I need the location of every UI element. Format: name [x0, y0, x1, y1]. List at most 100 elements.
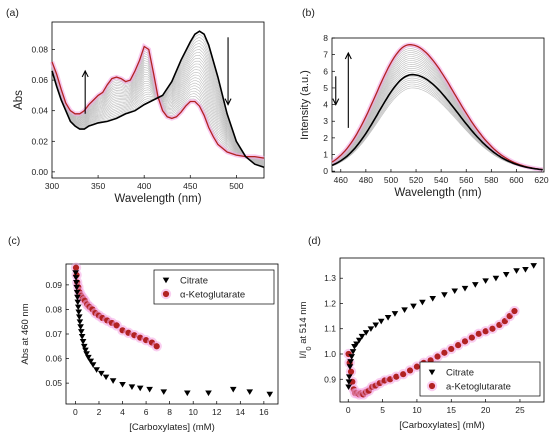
citrate-point [410, 303, 417, 310]
y-tick-label: 5 [323, 83, 328, 93]
y-tick-label: 3 [323, 116, 328, 126]
x-tick-label: 15 [447, 405, 457, 415]
x-tick-label: 400 [137, 181, 151, 191]
ketoglutarate-point [393, 373, 400, 380]
citrate-point [391, 311, 399, 317]
down-arrow-head [224, 98, 232, 106]
citrate-point [184, 390, 191, 397]
ketoglutarate-point [400, 371, 407, 378]
x-axis-label: Wavelength (nm) [114, 193, 201, 205]
x-tick-label: 5 [380, 405, 385, 415]
ketoglutarate-point [406, 367, 414, 374]
citrate-point [482, 278, 489, 284]
x-tick-label: 500 [384, 175, 398, 185]
citrate-point [74, 299, 82, 306]
citrate-point [367, 326, 375, 332]
legend-box [419, 361, 541, 397]
panel-label: (b) [302, 7, 315, 19]
citrate-point [76, 319, 84, 325]
chart-panel-b: 460 480 500 520 540 560 580 600 620 0 1 2 3 4 5 6 7 8 Wave… [299, 7, 549, 199]
x-tick-label: 16 [259, 407, 269, 417]
citrate-point [87, 358, 95, 365]
y-tick-label: 1 [323, 150, 328, 160]
citrate-point [461, 285, 469, 292]
citrate-point [77, 324, 84, 330]
citrate-point [358, 333, 366, 340]
x-tick-label: 500 [229, 181, 243, 191]
x-axis-label: [Carboxylates] (mM) [399, 420, 485, 431]
chart-panel-c: 0 2 4 6 8 10 12 14 16 0.05 0.06 0.07 0.08 0.09 [Carbox… [8, 235, 279, 433]
x-tick-label: 0 [73, 407, 78, 417]
citrate-point [349, 349, 357, 355]
ketoglutarate-point [489, 325, 496, 332]
legend-label-citrate: Citrate [446, 368, 474, 379]
citrate-point [419, 299, 426, 306]
x-tick-label: 350 [91, 181, 105, 191]
x-tick-label: 540 [434, 175, 448, 185]
citrate-point [229, 386, 237, 393]
x-tick-label: 4 [120, 407, 125, 417]
citrate-point [401, 307, 408, 313]
citrate-point [522, 266, 529, 273]
citrate-point [347, 359, 354, 365]
citrate-point [362, 330, 370, 336]
citrate-point [472, 282, 479, 288]
citrate-point [75, 309, 83, 316]
legend-label-citrate: Citrate [180, 276, 208, 287]
y-tick-label: 0.09 [45, 280, 62, 290]
panel-label: (a) [6, 7, 19, 19]
minimum-spectrum-line [331, 73, 543, 171]
citrate-point [162, 277, 170, 284]
y-tick-label: 1.1 [324, 324, 336, 334]
y-tick-label: 1.0 [324, 349, 336, 359]
x-tick-label: 620 [534, 175, 548, 185]
plot-frame [331, 37, 545, 173]
y-tick-label: 7 [323, 50, 328, 60]
citrate-point [72, 270, 79, 276]
panel-label: (c) [8, 235, 20, 247]
legend-label-ketoglutarate: a-Ketoglutarate [446, 382, 511, 393]
citrate-point [80, 343, 88, 350]
y-tick-label: 6 [323, 66, 328, 76]
y-tick-label: 0.00 [31, 167, 48, 177]
ketoglutarate-point [113, 322, 120, 329]
x-tick-label: 520 [409, 175, 423, 185]
citrate-point [73, 280, 80, 286]
citrate-point [128, 384, 136, 391]
ketoglutarate-point [511, 307, 518, 315]
y-tick-label: 2 [323, 133, 328, 143]
ketoglutarate-point [162, 290, 170, 298]
citrate-point [73, 284, 81, 291]
ketoglutarate-point [347, 368, 355, 375]
citrate-point [85, 354, 92, 361]
ketoglutarate-point [475, 330, 482, 337]
citrate-point [377, 318, 385, 325]
citrate-point [136, 385, 144, 392]
citrate-point [513, 268, 520, 274]
ketoglutarate-point [455, 342, 462, 349]
ketoglutarate-point [153, 343, 160, 350]
y-tick-label: 0.04 [31, 106, 48, 116]
ketoglutarate-point [428, 382, 436, 390]
y-tick-label: 8 [323, 33, 328, 43]
x-axis-label: [Carboxylates] (mM) [129, 422, 215, 433]
x-tick-label: 20 [481, 405, 491, 415]
x-tick-label: 480 [359, 175, 373, 185]
chart-panel-d: 0 5 10 15 20 25 0.9 1.0 1.1 1.2 1.3 [Carboxylates] … [298, 235, 545, 431]
y-tick-label: 0.05 [45, 378, 62, 388]
ketoglutarate-point [72, 264, 80, 271]
y-tick-label: 1.2 [324, 298, 336, 308]
x-tick-label: 2 [97, 407, 102, 417]
citrate-point [73, 289, 81, 296]
panel-label: (d) [308, 235, 321, 247]
y-tick-label: 0.07 [45, 329, 62, 339]
ketoglutarate-point [413, 363, 421, 370]
legend-box [153, 269, 275, 305]
end-spectrum-halo [330, 42, 543, 172]
citrate-point [266, 391, 274, 398]
citrate-point [74, 294, 81, 301]
x-axis-label: Wavelength (nm) [394, 187, 481, 199]
citrate-point [441, 292, 448, 298]
x-tick-label: 560 [459, 175, 473, 185]
x-tick-label: 10 [412, 405, 422, 415]
